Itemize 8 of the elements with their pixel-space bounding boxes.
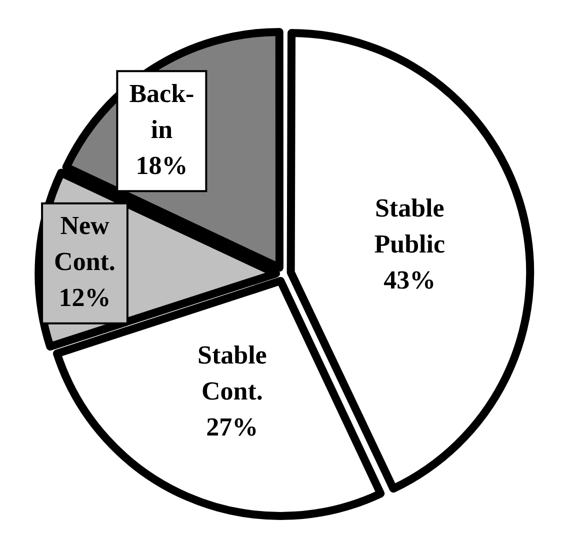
data-label: 43% [384, 266, 436, 295]
slice-label: Stable Cont. [197, 340, 267, 406]
data-label: 18% [136, 150, 188, 180]
slice-label: Back-in [129, 78, 194, 144]
data-label: 12% [58, 283, 111, 312]
data-label: 27% [206, 412, 258, 442]
slice-label: Stable Public [374, 194, 446, 259]
slice-label: New Cont. [54, 211, 116, 276]
